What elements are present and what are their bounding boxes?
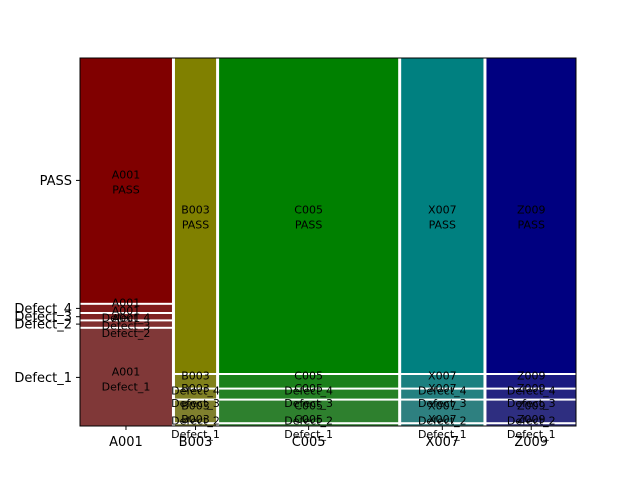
y-tick-label-defect-2: Defect_2 — [14, 318, 72, 333]
cell-label-a001-defect-4: A001 Defect_4 — [102, 296, 151, 324]
cell-label-b003-defect-3: B003 Defect_3 — [171, 382, 220, 410]
cell-label-x007-defect-4: X007 Defect_4 — [418, 369, 467, 397]
cell-label-a001-defect-3: A001 Defect_3 — [102, 305, 151, 333]
cell-label-z009-pass: Z009 PASS — [517, 204, 546, 232]
mosaic-cell-x007-defect-4 — [401, 375, 484, 388]
cell-label-z009-defect-3: Z009 Defect_3 — [507, 382, 556, 410]
mosaic-cell-a001-pass — [80, 58, 172, 303]
y-tick-label-defect-1: Defect_1 — [14, 371, 72, 386]
y-tick-label-defect-3: Defect_3 — [14, 310, 72, 325]
mosaic-cell-b003-defect-4 — [174, 375, 217, 388]
cell-label-a001-pass: A001 PASS — [112, 168, 141, 196]
axes-frame — [79, 57, 577, 427]
mosaic-cell-z009-defect-2 — [486, 400, 576, 423]
mosaic-cell-c005-defect-2 — [219, 400, 399, 423]
mosaic-cell-x007-defect-2 — [401, 400, 484, 423]
mosaic-cells — [80, 58, 576, 426]
cell-label-x007-defect-1: X007 Defect_1 — [418, 413, 467, 441]
cell-label-a001-defect-2: A001 Defect_2 — [102, 312, 151, 340]
cell-label-b003-defect-2: B003 Defect_2 — [171, 399, 220, 427]
mosaic-cell-a001-defect-1 — [80, 328, 172, 426]
mosaic-cell-b003-defect-2 — [174, 400, 217, 423]
cell-label-b003-defect-1: B003 Defect_1 — [171, 413, 220, 441]
mosaic-cell-x007-defect-1 — [401, 424, 484, 426]
mosaic-cell-c005-pass — [219, 58, 399, 373]
mosaic-cell-b003-pass — [174, 58, 217, 373]
mosaic-cell-b003-defect-3 — [174, 389, 217, 399]
cell-label-z009-defect-1: Z009 Defect_1 — [507, 413, 556, 441]
cell-label-z009-defect-4: Z009 Defect_4 — [507, 369, 556, 397]
mosaic-cell-b003-defect-1 — [174, 424, 217, 426]
cell-label-c005-defect-3: C005 Defect_3 — [284, 382, 333, 410]
cell-label-x007-pass: X007 PASS — [428, 204, 457, 232]
y-tick-label-pass: PASS — [40, 174, 72, 189]
x-tick-label-b003: B003 — [179, 435, 213, 450]
cell-label-c005-defect-4: C005 Defect_4 — [284, 369, 333, 397]
mosaic-cell-z009-defect-3 — [486, 389, 576, 399]
cell-label-x007-defect-3: X007 Defect_3 — [418, 382, 467, 410]
mosaic-cell-z009-defect-4 — [486, 375, 576, 388]
cell-label-z009-defect-2: Z009 Defect_2 — [507, 399, 556, 427]
mosaic-cell-z009-defect-1 — [486, 424, 576, 426]
mosaic-cell-c005-defect-1 — [219, 424, 399, 426]
x-tick-label-a001: A001 — [109, 435, 143, 450]
cell-label-c005-defect-1: C005 Defect_1 — [284, 413, 333, 441]
axes: A001 B003 C005 X007 Z009Defect_1Defect_2Defe… — [14, 57, 577, 450]
mosaic-cell-c005-defect-4 — [219, 375, 399, 388]
x-tick-label-c005: C005 — [292, 435, 326, 450]
mosaic-cell-c005-defect-3 — [219, 389, 399, 399]
cell-label-x007-defect-2: X007 Defect_2 — [418, 399, 467, 427]
mosaic-cell-x007-defect-3 — [401, 389, 484, 399]
mosaic-cell-z009-pass — [486, 58, 576, 373]
cell-label-b003-pass: B003 PASS — [181, 204, 210, 232]
mosaic-cell-x007-pass — [401, 58, 484, 373]
y-tick-label-defect-4: Defect_4 — [14, 302, 72, 317]
mosaic-cell-a001-defect-2 — [80, 321, 172, 327]
cell-label-c005-defect-2: C005 Defect_2 — [284, 399, 333, 427]
mosaic-cell-a001-defect-3 — [80, 314, 172, 320]
x-tick-label-x007: X007 — [425, 435, 459, 450]
cell-label-b003-defect-4: B003 Defect_4 — [171, 369, 220, 397]
cell-label-c005-pass: C005 PASS — [294, 204, 323, 232]
mosaic-cell-a001-defect-4 — [80, 304, 172, 312]
x-tick-label-z009: Z009 — [514, 435, 548, 450]
cell-label-a001-defect-1: A001 Defect_1 — [102, 365, 151, 393]
